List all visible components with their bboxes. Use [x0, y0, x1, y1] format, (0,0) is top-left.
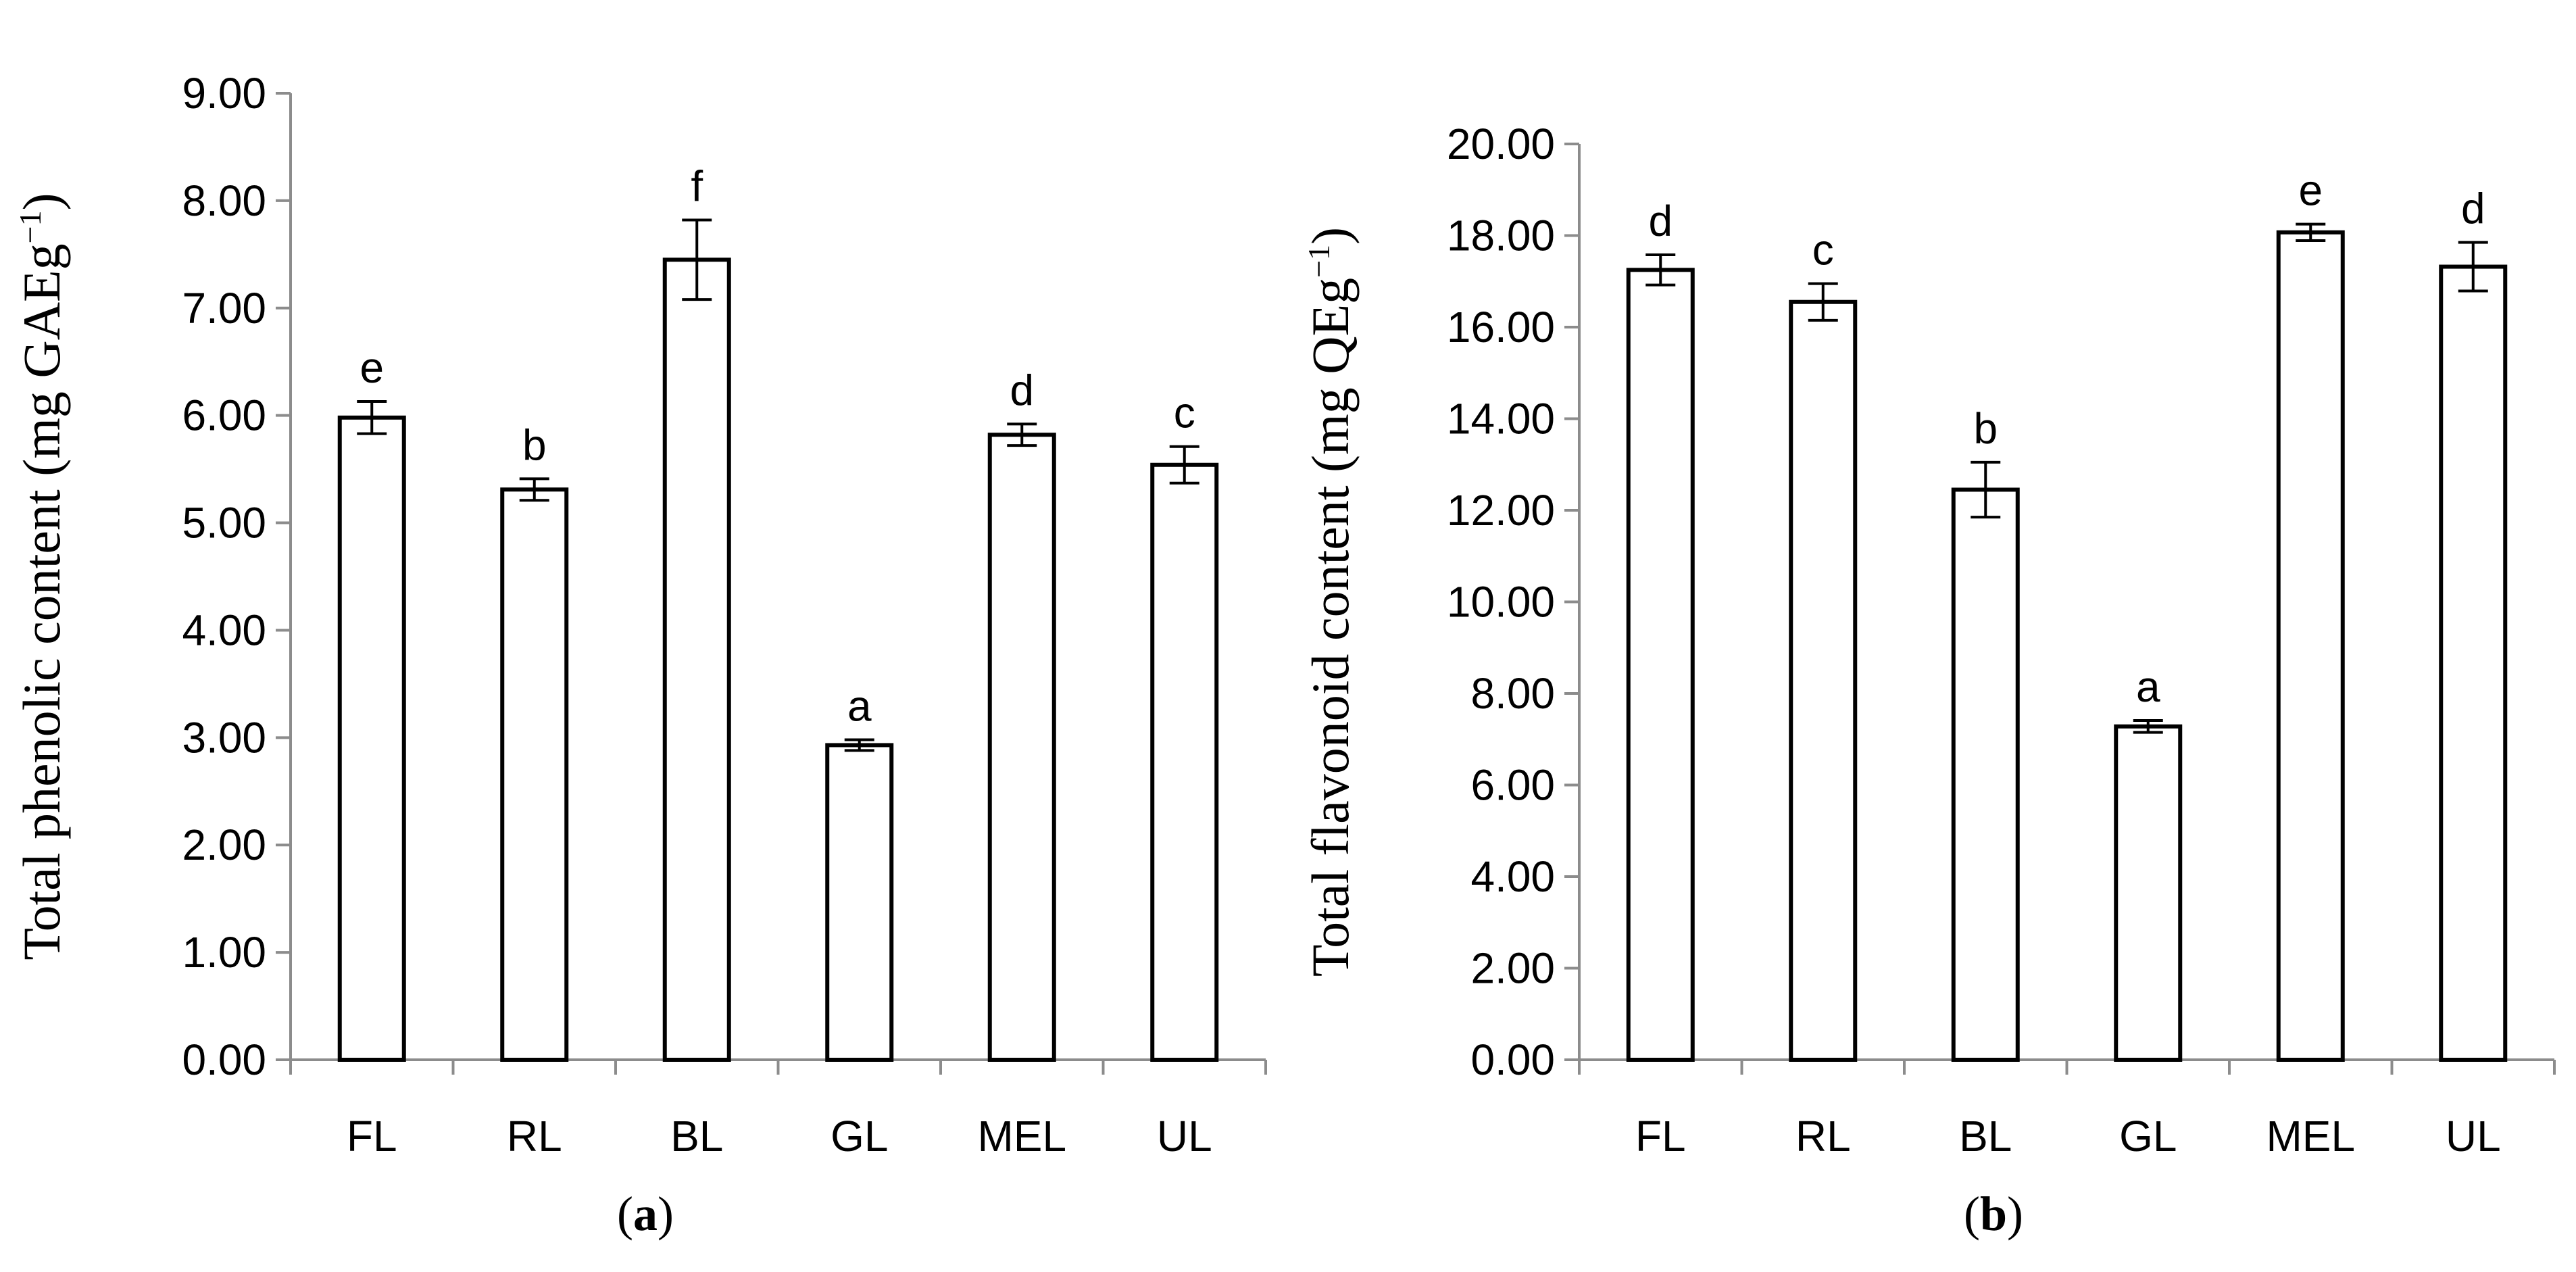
panel-label-close: ) — [2007, 1187, 2023, 1241]
x-category-label: MEL — [2266, 1112, 2355, 1160]
bar-bl — [662, 258, 731, 1062]
y-tick-label: 9.00 — [182, 69, 266, 118]
x-category-label: UL — [1157, 1112, 1212, 1160]
y-axis-title-close: ) — [12, 193, 71, 210]
significance-letter: d — [1010, 366, 1034, 414]
y-tick-label: 14.00 — [1447, 395, 1555, 443]
bar-ul — [2439, 264, 2508, 1062]
x-category-label: UL — [2446, 1112, 2501, 1160]
significance-letter: e — [360, 343, 384, 392]
y-tick-label: 16.00 — [1447, 303, 1555, 351]
y-tick-label: 8.00 — [1470, 669, 1555, 718]
x-category-label: FL — [1635, 1112, 1686, 1160]
panel-label: (b) — [1964, 1187, 2023, 1241]
y-tick-label: 20.00 — [1447, 120, 1555, 168]
y-tick-label: 12.00 — [1447, 486, 1555, 535]
significance-letter: d — [2461, 185, 2485, 233]
bar-gl — [2114, 724, 2183, 1062]
y-axis-title: Total phenolic content (mg GAEg−1) — [12, 193, 71, 960]
x-category-label: GL — [2119, 1112, 2177, 1160]
significance-letter: f — [691, 162, 703, 210]
y-tick-label: 4.00 — [1470, 852, 1555, 901]
panel-label-letter: a — [633, 1187, 658, 1241]
significance-letter: a — [847, 682, 872, 731]
y-tick-label: 3.00 — [182, 713, 266, 762]
panel-label-open: ( — [617, 1187, 633, 1241]
x-category-label: GL — [831, 1112, 888, 1160]
y-axis-title-superscript: −1 — [1302, 245, 1336, 278]
x-category-label: BL — [670, 1112, 723, 1160]
significance-letter: d — [1648, 197, 1673, 245]
x-category-label: FL — [347, 1112, 397, 1160]
panel-label-open: ( — [1964, 1187, 1980, 1241]
significance-letter: b — [1973, 404, 1998, 453]
y-tick-label: 8.00 — [182, 176, 266, 225]
bar-gl — [825, 743, 894, 1062]
bar-mel — [2276, 230, 2345, 1062]
y-tick-label: 4.00 — [182, 606, 266, 654]
bar-mel — [987, 433, 1056, 1062]
y-tick-label: 5.00 — [182, 499, 266, 547]
y-axis-title-close: ) — [1301, 227, 1360, 245]
y-tick-label: 2.00 — [1470, 944, 1555, 993]
x-category-label: BL — [1959, 1112, 2012, 1160]
significance-letter: c — [1812, 226, 1834, 274]
y-tick-label: 10.00 — [1447, 578, 1555, 627]
y-tick-label: 18.00 — [1447, 212, 1555, 260]
y-tick-label: 7.00 — [182, 284, 266, 333]
y-axis-title: Total flavonoid content (mg QEg−1) — [1301, 227, 1360, 977]
y-tick-label: 2.00 — [182, 821, 266, 869]
significance-letter: c — [1174, 389, 1195, 437]
significance-letter: b — [522, 420, 547, 469]
x-category-label: RL — [507, 1112, 562, 1160]
panel-label-close: ) — [658, 1187, 674, 1241]
y-tick-label: 6.00 — [182, 391, 266, 440]
panel-label: (a) — [617, 1187, 674, 1241]
bar-bl — [1951, 487, 2020, 1062]
bar-ul — [1150, 462, 1219, 1062]
bar-fl — [337, 415, 406, 1062]
bar-fl — [1626, 268, 1695, 1062]
y-tick-label: 0.00 — [182, 1035, 266, 1084]
bar-rl — [1789, 299, 1858, 1062]
significance-letter: e — [2298, 166, 2323, 215]
panel-label-letter: b — [1980, 1187, 2007, 1241]
x-category-label: RL — [1795, 1112, 1851, 1160]
y-axis-title-text: Total flavonoid content (mg QEg — [1301, 278, 1360, 977]
y-axis-title-superscript: −1 — [13, 210, 47, 243]
y-tick-label: 0.00 — [1470, 1035, 1555, 1084]
y-tick-label: 1.00 — [182, 928, 266, 977]
significance-letter: a — [2136, 662, 2160, 711]
chart-a: 0.00 1.00 2.00 3.00 4.00 5.00 6.00 7.00 8.00 9.00… — [12, 69, 1267, 1241]
bar-rl — [500, 487, 569, 1062]
x-category-label: MEL — [977, 1112, 1066, 1160]
chart-b: 0.00 2.00 4.00 6.00 8.00 10.00 12.00 14.00 16.00… — [1301, 120, 2556, 1241]
y-tick-label: 6.00 — [1470, 761, 1555, 810]
y-axis-title-text: Total phenolic content (mg GAEg — [12, 243, 71, 960]
